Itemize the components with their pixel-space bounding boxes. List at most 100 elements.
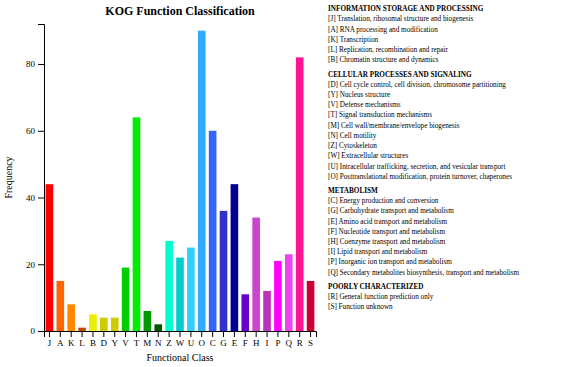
- x-tick: T: [134, 331, 140, 348]
- x-tick-label: L: [79, 338, 85, 348]
- y-tick-label: 40: [26, 193, 36, 203]
- x-tick: W: [176, 331, 185, 348]
- bar: [144, 311, 152, 331]
- x-tick: J: [48, 331, 52, 348]
- bar: [122, 268, 130, 331]
- y-tick-mark: [38, 131, 44, 132]
- x-tick: V: [122, 331, 129, 348]
- x-tick-mark: [71, 331, 72, 337]
- bar: [231, 184, 239, 331]
- bar: [209, 131, 217, 331]
- x-tick-label: K: [68, 338, 75, 348]
- bar: [78, 328, 86, 331]
- y-tick-mark: [38, 331, 44, 332]
- legend-item: [J] Translation, ribosomal structure and…: [328, 15, 474, 23]
- x-tick-mark: [234, 331, 235, 337]
- x-tick-label: H: [253, 338, 260, 348]
- x-axis-line: [45, 332, 317, 338]
- x-tick-label: Q: [286, 338, 293, 348]
- y-tick: 40: [26, 193, 44, 203]
- y-axis-line: [38, 25, 45, 332]
- y-tick-label: 80: [26, 59, 36, 69]
- bar: [46, 184, 54, 331]
- bar: [57, 281, 65, 331]
- legend-item: [T] Signal transduction mechanisms: [328, 111, 432, 119]
- legend-item: [W] Extracellular structures: [328, 152, 408, 160]
- x-tick: Y: [111, 331, 118, 348]
- legend-section-title: POORLY CHARACTERIZED: [328, 283, 424, 291]
- legend-item: [D] Cell cycle control, cell division, c…: [328, 81, 506, 89]
- x-tick: Z: [166, 331, 172, 348]
- legend-item: [P] Inorganic ion transport and metaboli…: [328, 258, 452, 266]
- x-tick-mark: [169, 331, 170, 337]
- legend-item: [M] Cell wall/membrane/envelope biogenes…: [328, 122, 460, 130]
- x-tick-label: Y: [111, 338, 118, 348]
- x-tick: U: [188, 331, 195, 348]
- x-tick-label: J: [48, 338, 52, 348]
- y-tick: 20: [26, 260, 44, 270]
- legend-item: [E] Amino acid transport and metabolism: [328, 218, 448, 226]
- bar: [176, 258, 184, 331]
- x-tick: H: [253, 331, 260, 348]
- bar: [220, 211, 228, 331]
- bar: [67, 304, 75, 331]
- legend-item: [V] Defense mechanisms: [328, 101, 401, 109]
- x-tick-mark: [92, 331, 93, 337]
- x-tick: R: [297, 331, 303, 348]
- legend-item: [U] Intracellular trafficking, secretion…: [328, 163, 505, 171]
- x-tick: L: [79, 331, 85, 348]
- bars: [46, 31, 315, 331]
- x-tick: K: [68, 331, 75, 348]
- x-tick-mark: [288, 331, 289, 337]
- legend-section-title: INFORMATION STORAGE AND PROCESSING: [328, 5, 484, 13]
- legend-item: [N] Cell motility: [328, 132, 377, 140]
- legend-item: [L] Replication, recombination and repai…: [328, 46, 449, 54]
- legend-item: [B] Chromatin structure and dynamics: [328, 56, 439, 64]
- x-tick-label: G: [220, 338, 227, 348]
- x-tick-label: C: [210, 338, 216, 348]
- x-tick-label: M: [143, 338, 151, 348]
- x-tick: M: [143, 331, 151, 348]
- x-tick-label: E: [232, 338, 238, 348]
- legend-section-title: METABOLISM: [328, 187, 378, 195]
- y-tick: 80: [26, 59, 44, 69]
- legend-item: [S] Function unknown: [328, 303, 393, 311]
- y-tick-mark: [38, 264, 44, 265]
- x-tick-mark: [82, 331, 83, 337]
- legend-item: [H] Coenzyme transport and metabolism: [328, 238, 446, 246]
- x-tick-label: B: [90, 338, 96, 348]
- x-tick-label: S: [308, 338, 313, 348]
- x-tick-mark: [223, 331, 224, 337]
- bar: [241, 294, 249, 331]
- x-tick: G: [220, 331, 227, 348]
- plot-area: JAKLBDYVTMNZWUOCGEFHIPQRS020406080: [26, 25, 317, 349]
- x-tick-mark: [310, 331, 311, 337]
- x-tick-label: W: [176, 338, 185, 348]
- x-tick-mark: [103, 331, 104, 337]
- bar: [89, 314, 97, 331]
- chart: JAKLBDYVTMNZWUOCGEFHIPQRS020406080KOG Fu…: [0, 0, 567, 367]
- y-axis-label: Frequency: [3, 156, 14, 198]
- y-tick: 60: [26, 126, 44, 136]
- x-tick-mark: [147, 331, 148, 337]
- x-axis: JAKLBDYVTMNZWUOCGEFHIPQRS: [45, 331, 317, 348]
- bar: [296, 57, 304, 331]
- y-tick-label: 60: [26, 126, 36, 136]
- x-axis-label: Functional Class: [147, 352, 214, 363]
- x-tick-label: N: [155, 338, 162, 348]
- x-tick: O: [199, 331, 206, 348]
- x-tick-label: U: [188, 338, 195, 348]
- x-tick: C: [210, 331, 216, 348]
- legend-item: [Y] Nucleus structure: [328, 91, 390, 99]
- bar: [187, 248, 195, 331]
- x-tick-mark: [299, 331, 300, 337]
- bar: [133, 117, 141, 331]
- x-tick-label: F: [243, 338, 248, 348]
- x-tick-mark: [212, 331, 213, 337]
- legend-item: [G] Carbohydrate transport and metabolis…: [328, 207, 454, 215]
- legend-item: [O] Posttranslational modification, prot…: [328, 173, 512, 181]
- title: KOG Function Classification: [105, 4, 255, 18]
- x-tick-mark: [60, 331, 61, 337]
- x-tick: F: [243, 331, 248, 348]
- x-tick-label: I: [266, 338, 269, 348]
